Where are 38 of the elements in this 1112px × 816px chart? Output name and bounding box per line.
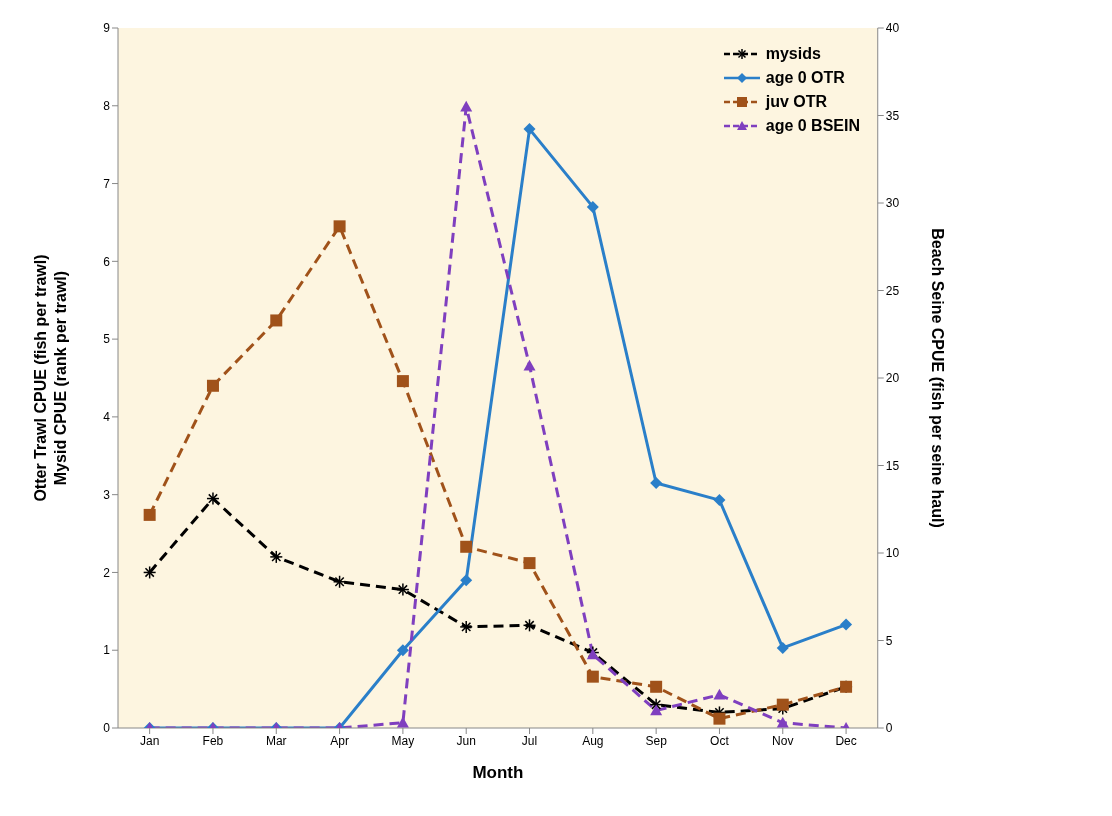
x-tick-label: Jan <box>139 733 160 748</box>
legend-label: age 0 OTR <box>765 68 845 88</box>
x-tick-label: Apr <box>330 733 349 748</box>
y-axis-title: Otter Trawl CPUE (fish per trawl) Mysid CPUE (rank per trawl) <box>32 254 69 502</box>
x-tick-label: Sep <box>645 733 668 748</box>
y-tick-label: 6 <box>103 254 111 269</box>
legend-label: age 0 BSEIN <box>765 116 860 136</box>
y2-tick-label: 35 <box>885 108 900 123</box>
x-tick-label: Mar <box>265 733 287 748</box>
y-tick-label: 8 <box>103 99 111 114</box>
legend-label: juv OTR <box>765 92 828 112</box>
y2-tick-label: 25 <box>885 283 900 298</box>
y-tick-label: 1 <box>103 643 111 658</box>
y-tick-label: 7 <box>103 176 111 191</box>
x-tick-label: Dec <box>835 733 857 748</box>
legend-label: mysids <box>765 44 821 64</box>
y-tick-label: 0 <box>103 721 111 736</box>
y2-tick-label: 15 <box>885 458 900 473</box>
x-tick-label: Oct <box>710 733 730 748</box>
y2-tick-label: 10 <box>885 546 900 561</box>
y2-tick-label: 40 <box>885 21 900 36</box>
y-tick-label: 5 <box>103 332 111 347</box>
y-tick-label: 2 <box>103 565 111 580</box>
y2-tick-label: 0 <box>885 721 893 736</box>
x-tick-label: Nov <box>772 733 794 748</box>
y2-tick-label: 30 <box>885 196 900 211</box>
y-tick-label: 9 <box>103 21 111 36</box>
y2-axis-title: Beach Seine CPUE (fish per seine haul) <box>929 228 947 528</box>
y2-tick-label: 20 <box>885 371 900 386</box>
x-axis-title: Month <box>472 763 524 782</box>
x-tick-label: Jul <box>521 733 538 748</box>
y-tick-label: 4 <box>103 410 111 425</box>
x-tick-label: May <box>391 733 415 748</box>
x-tick-label: Feb <box>202 733 224 748</box>
x-tick-label: Jun <box>456 733 476 748</box>
x-tick-label: Aug <box>582 733 604 748</box>
y2-tick-label: 5 <box>885 633 893 648</box>
y-tick-label: 3 <box>103 487 111 502</box>
